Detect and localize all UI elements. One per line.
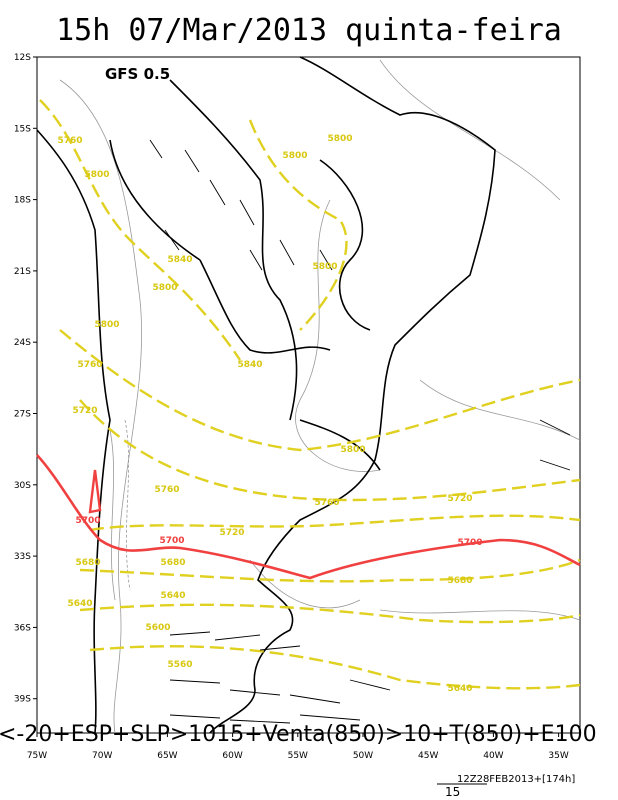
map-features xyxy=(36,56,581,734)
lat-label: 12S xyxy=(14,53,31,63)
title: 15h 07/Mar/2013 quinta-feira xyxy=(56,13,562,48)
contour-label: 5640 xyxy=(67,599,92,609)
contour-label: 5800 xyxy=(282,151,307,161)
lon-label: 40W xyxy=(483,751,503,761)
contour-label: 5640 xyxy=(160,591,185,601)
contour-label: 5720 xyxy=(447,494,472,504)
geopotential-contours xyxy=(39,99,581,690)
contour-label: 5560 xyxy=(167,660,192,670)
contour-label: 5700 xyxy=(457,538,482,548)
contour-label: 5800 xyxy=(94,320,119,330)
contour-label: 5800 xyxy=(312,262,337,272)
contour-label: 5800 xyxy=(152,283,177,293)
lon-label: 45W xyxy=(418,751,438,761)
contour-label: 5840 xyxy=(167,255,192,265)
contour-label: 5760 xyxy=(57,136,82,146)
lat-label: 33S xyxy=(14,552,31,562)
lat-label: 15S xyxy=(14,124,31,134)
model-label: GFS 0.5 xyxy=(105,65,170,83)
contour-label: 5720 xyxy=(219,528,244,538)
contour-label: 5720 xyxy=(72,406,97,416)
contour-label: 5640 xyxy=(447,684,472,694)
lat-label: 27S xyxy=(14,410,31,420)
lon-label: 35W xyxy=(548,751,568,761)
footer-scale: 15 xyxy=(445,785,460,799)
lon-label: 75W xyxy=(27,751,47,761)
coastline xyxy=(36,56,496,734)
contour-label: 5700 xyxy=(159,536,184,546)
map-frame xyxy=(36,56,581,734)
contour-label: 5800 xyxy=(340,445,365,455)
lon-label: 60W xyxy=(222,751,242,761)
lat-label: 24S xyxy=(14,338,31,348)
lat-label: 18S xyxy=(14,196,31,206)
lon-label: 50W xyxy=(353,751,373,761)
contour-label: 5800 xyxy=(84,170,109,180)
contour-label: 5680 xyxy=(75,558,100,568)
lon-label: 65W xyxy=(157,751,177,761)
contour-label: 5760 xyxy=(314,498,339,508)
contour-label: 5760 xyxy=(77,360,102,370)
contour-5700 xyxy=(36,454,581,580)
contour-label: 5760 xyxy=(154,485,179,495)
wind-arrows xyxy=(149,139,571,724)
lat-label: 21S xyxy=(14,267,31,277)
contour-label: 5840 xyxy=(237,360,262,370)
lon-label: 55W xyxy=(288,751,308,761)
contour-5700-closed xyxy=(88,469,102,514)
contour-label: 5680 xyxy=(447,576,472,586)
contour-label: 5680 xyxy=(160,558,185,568)
lat-label: 30S xyxy=(14,481,31,491)
contour-label: 5800 xyxy=(327,134,352,144)
contour-label: 5600 xyxy=(145,623,170,633)
contour-labels: 5760 5800 5800 5800 5840 5800 5800 5800 5840 5760… xyxy=(57,134,482,694)
lon-label: 70W xyxy=(92,751,112,761)
lat-label: 36S xyxy=(14,623,31,633)
lat-label: 39S xyxy=(14,695,31,705)
caption: <-20+ESP+SLP>1015+Venta(850)>10+T(850)+E… xyxy=(0,722,597,747)
contour-label: 5700 xyxy=(75,516,100,526)
footer-run: 12Z28FEB2013+[174h] xyxy=(457,774,575,785)
axes: 12S 15S 18S 21S 24S 27S 30S 33S 36S 39S 75W 70W 65W 6… xyxy=(14,53,569,761)
